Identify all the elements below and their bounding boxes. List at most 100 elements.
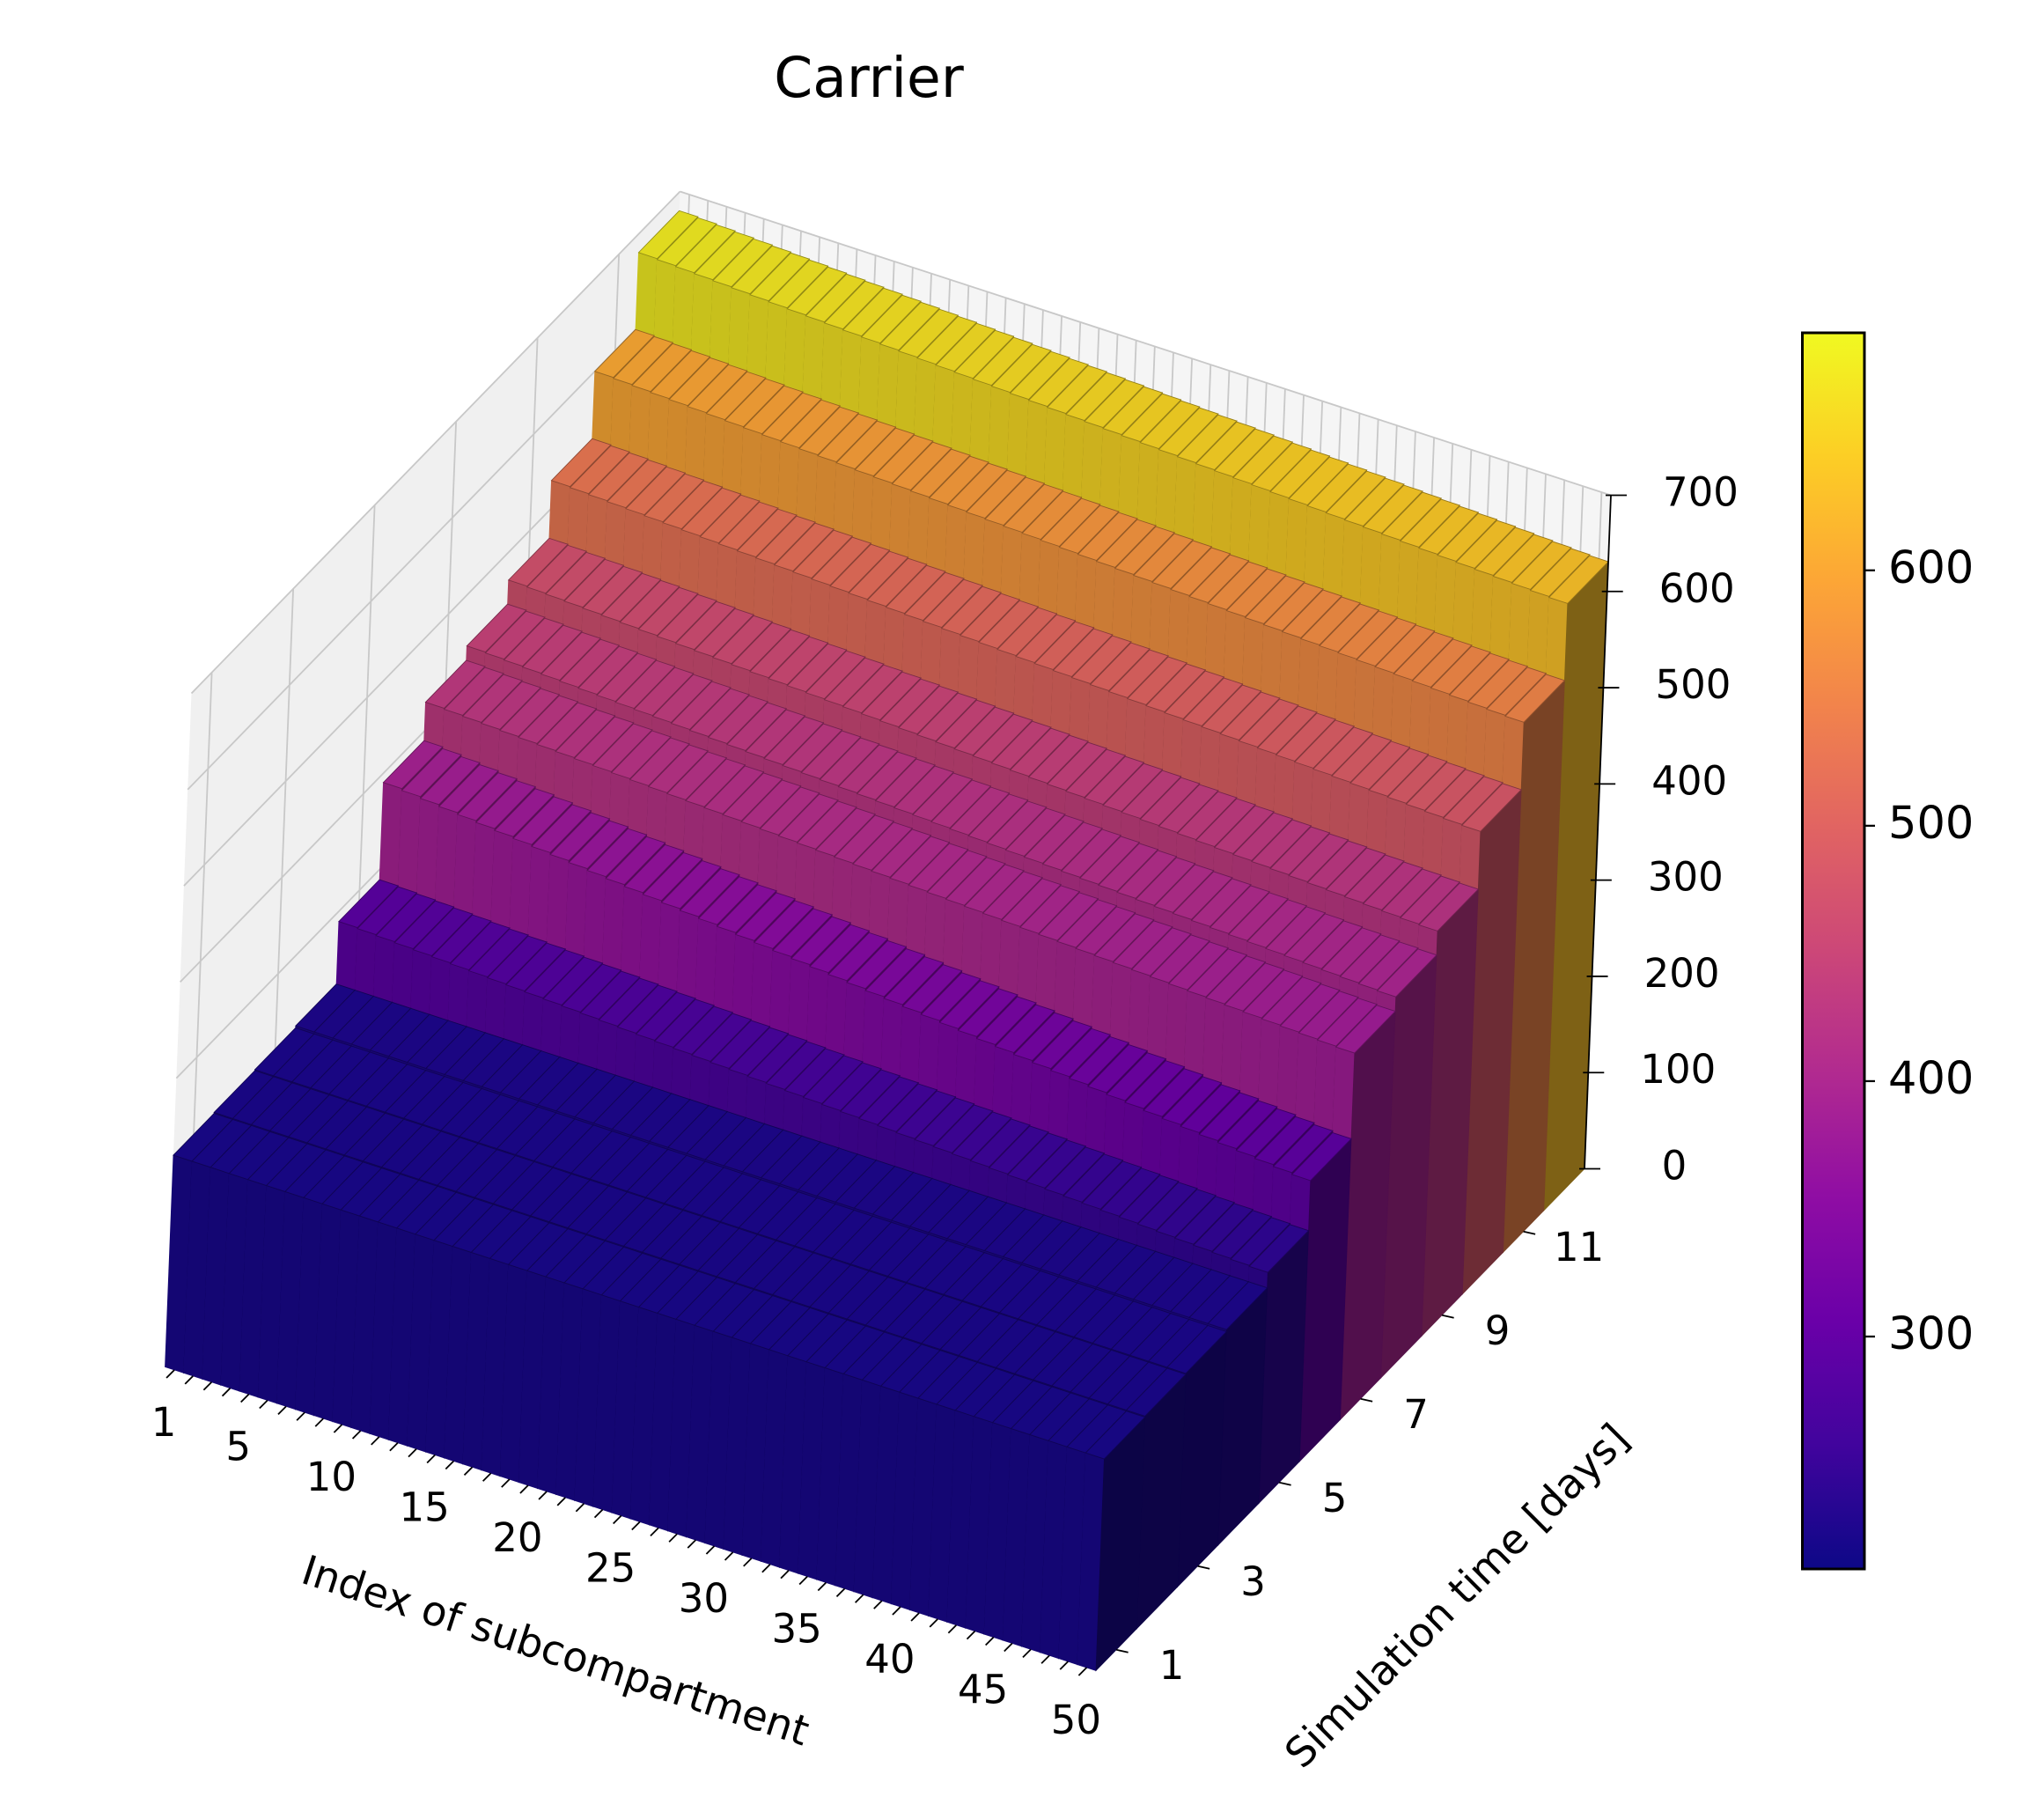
x-tick — [613, 1514, 622, 1525]
y-tick-label: 7 — [1403, 1391, 1429, 1438]
bar-top — [1186, 948, 1248, 998]
bar-top — [573, 716, 635, 765]
x-tick — [333, 1424, 343, 1433]
y-tick — [1523, 1230, 1536, 1235]
bar-top — [1213, 805, 1275, 854]
x-tick — [593, 1509, 604, 1519]
colorbar-tick-label: 400 — [1888, 1053, 1974, 1105]
x-tick — [761, 1564, 771, 1573]
bar-top — [662, 480, 724, 530]
bar-top — [674, 600, 736, 651]
bar-top — [586, 828, 648, 878]
x-tick — [743, 1558, 753, 1567]
bar-top — [1006, 1132, 1068, 1182]
bar-top — [424, 659, 486, 709]
bar-top — [1084, 1410, 1146, 1460]
bar-top — [505, 942, 567, 992]
bar-top — [1041, 821, 1103, 871]
bar-top — [935, 699, 996, 749]
x-tick — [650, 1527, 659, 1536]
bar-top — [990, 343, 1052, 394]
bar-top — [612, 335, 674, 386]
bar-top — [872, 434, 934, 484]
bar-top — [1081, 1160, 1143, 1210]
bar-top — [984, 476, 1046, 527]
bar-top — [382, 740, 444, 790]
bar-top — [967, 793, 1029, 843]
bar-top — [935, 322, 996, 372]
bar-top — [898, 685, 960, 735]
bar-top — [768, 259, 829, 309]
bar-top — [946, 462, 1008, 512]
y-tick — [1441, 1314, 1454, 1319]
bar-top — [988, 1125, 1049, 1175]
x-tick — [668, 1533, 678, 1543]
x-tick — [1040, 1654, 1050, 1664]
bar-top — [642, 851, 703, 902]
x-tick — [277, 1405, 287, 1415]
bar-top — [665, 751, 728, 800]
bar-top — [449, 921, 511, 971]
x-tick — [445, 1460, 454, 1470]
bar-top — [1349, 740, 1411, 790]
grid-line — [190, 190, 681, 695]
z-tick-label: 400 — [1651, 757, 1727, 804]
bar-top — [759, 786, 820, 836]
bar-top — [1173, 1196, 1235, 1245]
bar-top — [679, 868, 740, 917]
bar-top — [945, 857, 1006, 906]
bar-top — [1079, 836, 1141, 885]
bar-top — [550, 438, 612, 488]
bar-top — [1031, 1020, 1092, 1070]
bar-top — [555, 709, 616, 758]
bar-top — [1106, 1052, 1167, 1101]
bar-top — [846, 939, 908, 990]
bar-top — [731, 245, 792, 295]
bar-top — [792, 529, 854, 579]
bar-top — [805, 650, 866, 700]
bar-top — [802, 1055, 864, 1104]
x-tick — [631, 1521, 641, 1531]
x-tick-label: 30 — [679, 1575, 729, 1622]
x-tick — [929, 1618, 938, 1628]
bar-top — [852, 821, 914, 871]
bar-top — [1288, 833, 1349, 882]
bar-top — [1192, 1203, 1254, 1252]
bar-top — [1132, 533, 1195, 582]
bar-top — [526, 544, 587, 594]
bar-top — [1180, 1084, 1241, 1133]
bar-top — [1225, 568, 1287, 617]
z-tick-label: 600 — [1659, 565, 1735, 612]
bar-top — [536, 702, 598, 751]
bar-top — [656, 593, 717, 644]
bar-top — [742, 385, 804, 435]
x-tick — [575, 1503, 585, 1513]
bar-top — [1095, 519, 1157, 569]
bar-top — [753, 900, 814, 949]
bar-top — [1164, 670, 1225, 719]
bar-top — [959, 593, 1021, 643]
bar-top — [653, 998, 715, 1048]
bar-top — [1145, 663, 1207, 712]
bar-top — [1283, 913, 1345, 962]
bar-top — [842, 664, 903, 714]
x-tick-label: 45 — [958, 1667, 1008, 1713]
bar-top — [1281, 589, 1342, 638]
bar-top — [953, 706, 1015, 756]
bar-top — [731, 622, 792, 672]
bar-top — [963, 864, 1025, 913]
bar-top — [854, 427, 915, 477]
bar-top — [1244, 575, 1305, 624]
bar-top — [499, 688, 561, 737]
bar-top — [1026, 1139, 1087, 1189]
bar-top — [656, 217, 717, 267]
bar-top — [1112, 920, 1173, 969]
bar-top — [680, 487, 742, 537]
bar-top — [616, 984, 678, 1034]
bar-top — [860, 671, 922, 721]
bar-top — [524, 949, 585, 999]
y-tick — [1360, 1397, 1373, 1403]
bar-top — [916, 692, 978, 742]
bar-top — [891, 441, 952, 491]
bar-top — [901, 964, 963, 1013]
